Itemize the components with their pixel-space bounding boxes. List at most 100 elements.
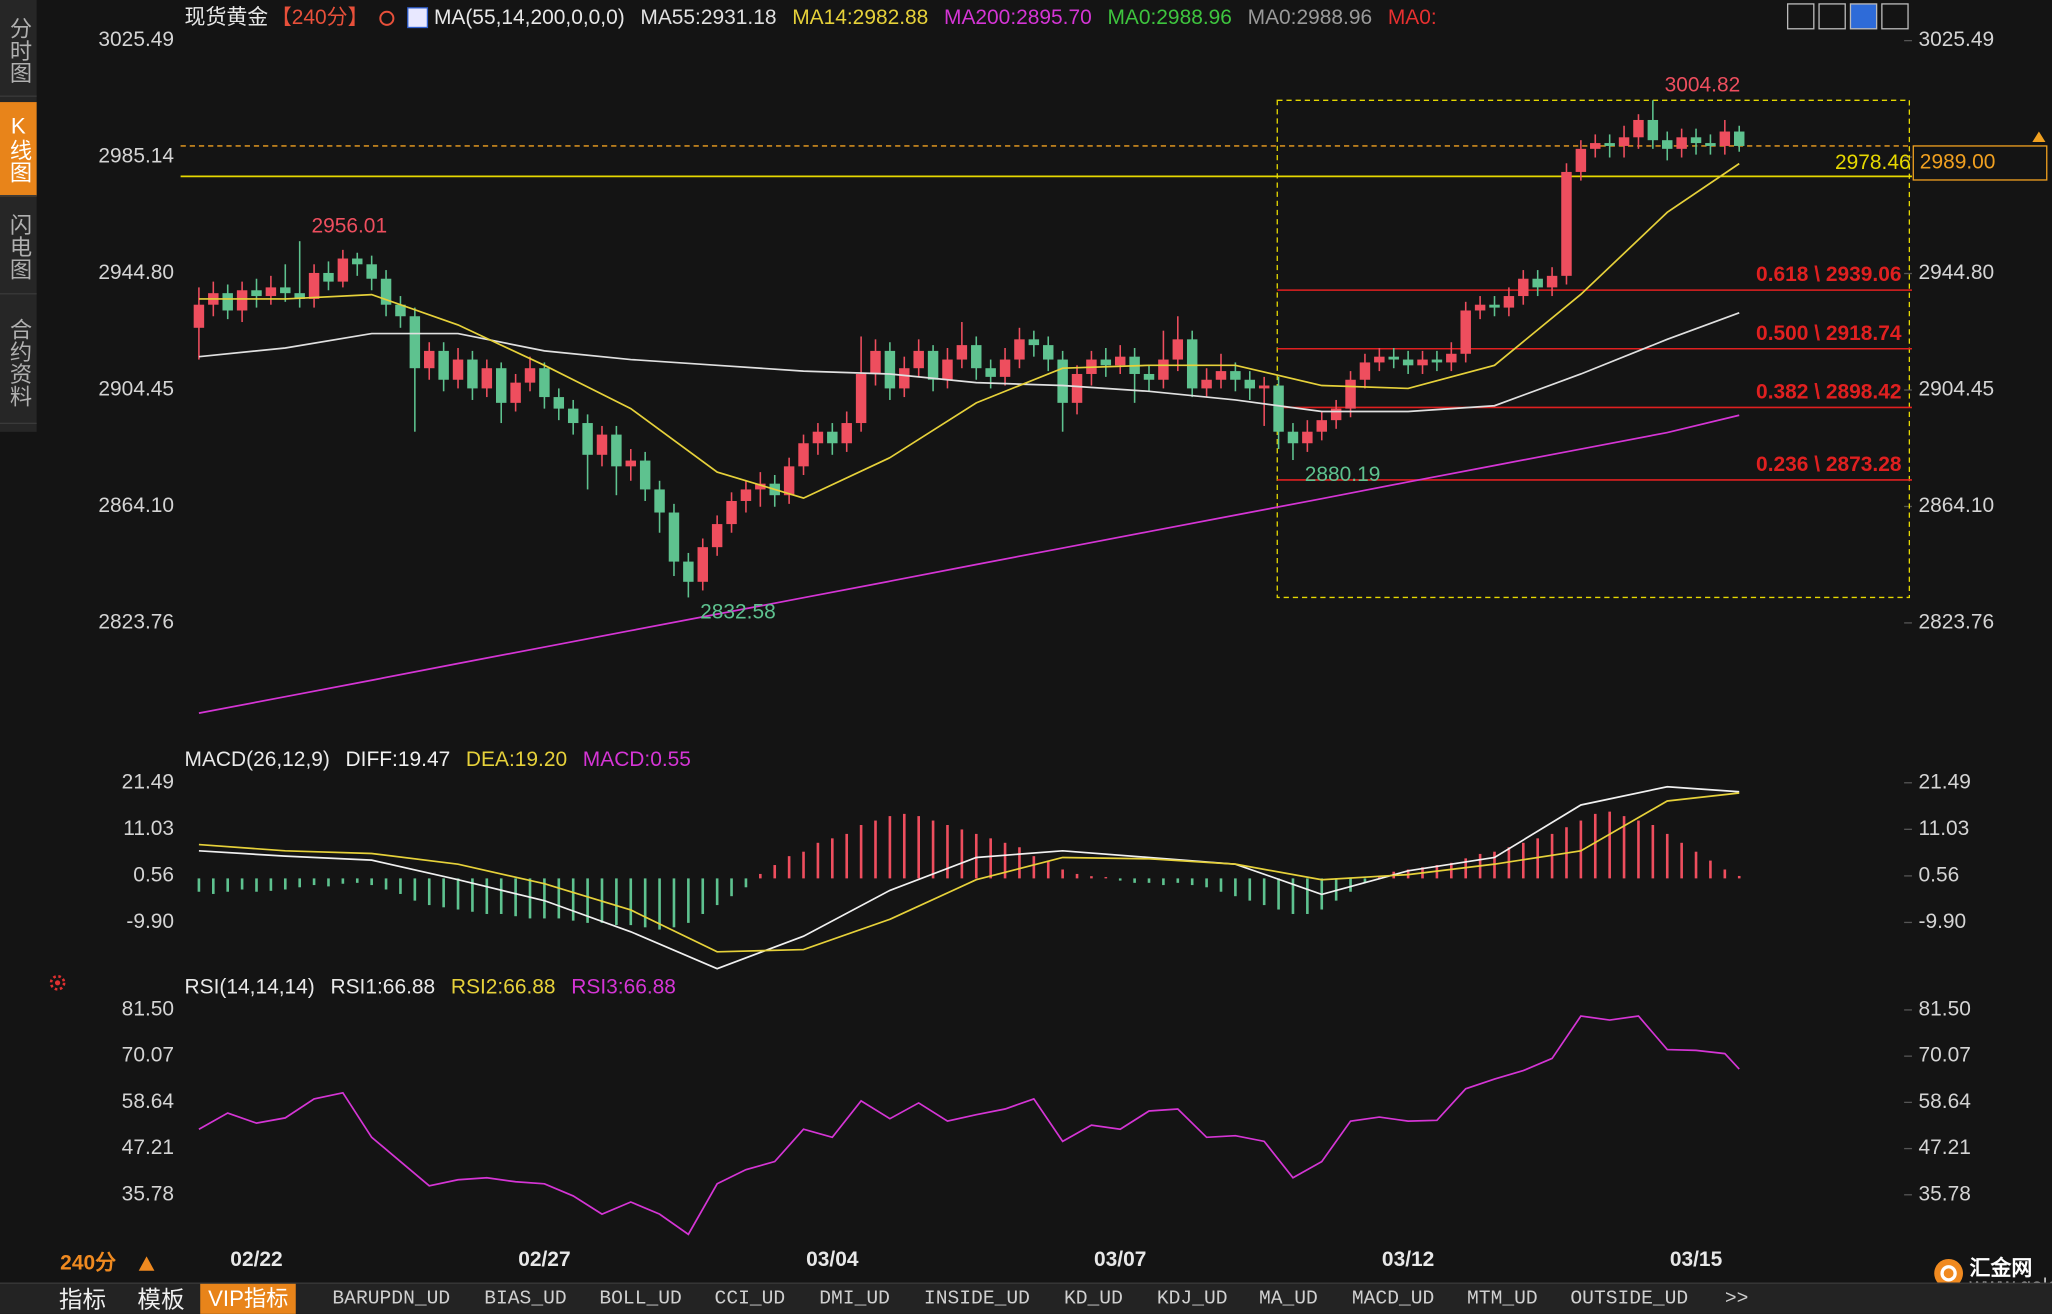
low-label: 2832.58 — [700, 601, 776, 624]
icon[interactable] — [1818, 3, 1846, 30]
candle-body — [1215, 371, 1227, 380]
add-icon — [379, 10, 395, 26]
footer-tab[interactable]: BARUPDN_UD — [332, 1287, 451, 1310]
y-tick-label: 21.49 — [122, 770, 174, 793]
icon[interactable] — [1849, 3, 1878, 30]
toolbar-icons[interactable] — [1786, 3, 1909, 30]
candle-body — [1647, 119, 1659, 141]
support-label: 2978.46 — [1835, 151, 1911, 174]
candle-body — [1273, 385, 1284, 432]
y-tick-label-right: 58.64 — [1919, 1090, 1972, 1113]
y-tick-label: 11.03 — [123, 817, 174, 840]
footer-toolbar: 指标 模板 VIP指标 BARUPDN_UD BIAS_UD BOLL_UD C… — [0, 1282, 2052, 1314]
footer-tab[interactable]: INSIDE_UD — [923, 1287, 1030, 1310]
candle-body — [1676, 137, 1687, 149]
candle-body — [380, 278, 392, 305]
candle-body — [467, 359, 478, 389]
footer-tab[interactable]: MTM_UD — [1467, 1287, 1538, 1310]
y-tick-label-right: 21.49 — [1919, 770, 1971, 793]
indicator-icon[interactable] — [49, 974, 66, 991]
y-tick-label: 35.78 — [122, 1182, 174, 1205]
sidebar-tab[interactable]: 闪电图 — [0, 200, 37, 295]
candle-body — [1402, 359, 1414, 366]
candle-body — [1172, 339, 1184, 360]
indicator-line — [198, 162, 1740, 500]
period-label[interactable]: 240分 — [60, 1252, 116, 1275]
candle-body — [841, 423, 852, 444]
y-tick-label: 2823.76 — [98, 610, 174, 633]
indicator-line — [198, 312, 1740, 413]
footer-tab[interactable]: MACD_UD — [1351, 1287, 1435, 1310]
candle-body — [927, 350, 939, 380]
icon[interactable] — [1881, 3, 1909, 30]
x-tick-label: 02/22 — [230, 1248, 282, 1271]
candle-body — [1201, 379, 1212, 389]
candle-body — [1575, 148, 1587, 172]
footer-tab[interactable]: KD_UD — [1063, 1287, 1123, 1310]
legend-entry: MA55:2931.18 — [640, 6, 776, 29]
candle-body — [1158, 359, 1169, 380]
candle-body — [1431, 359, 1443, 363]
candle-body — [596, 434, 608, 455]
candle-body — [812, 431, 824, 444]
icon[interactable] — [1786, 3, 1815, 30]
candle-body — [783, 466, 795, 496]
candle-body — [999, 359, 1011, 377]
footer-tab[interactable]: CCI_UD — [714, 1287, 786, 1310]
sidebar-tab[interactable]: 合约资料 — [0, 301, 37, 425]
period-arrow[interactable] — [138, 1256, 155, 1271]
y-tick-label-right: 81.50 — [1919, 997, 1971, 1020]
candle-body — [1546, 275, 1558, 288]
legend-entry: RSI2:66.88 — [451, 976, 556, 999]
footer-tab[interactable]: BOLL_UD — [599, 1287, 682, 1310]
y-tick-label-right: 35.78 — [1919, 1182, 1971, 1205]
high-label: 2956.01 — [311, 214, 387, 237]
candle-body — [1186, 339, 1198, 389]
footer-tab[interactable]: >> — [1724, 1287, 1749, 1310]
logo-name: 汇金网 — [1970, 1256, 2033, 1280]
low-label: 2880.19 — [1305, 463, 1381, 486]
candle-body — [251, 290, 262, 297]
footer-tab-active[interactable]: VIP指标 — [200, 1283, 297, 1314]
legend-entry: MA0: — [1388, 6, 1437, 29]
current-price-arrow — [2032, 131, 2046, 143]
candle-body — [395, 304, 406, 317]
legend-entry: RSI1:66.88 — [330, 976, 435, 999]
footer-tab[interactable]: KDJ_UD — [1156, 1287, 1228, 1310]
sidebar-tab[interactable]: 分时图 — [0, 5, 37, 97]
candle-body — [1417, 359, 1428, 366]
candle-body — [1518, 278, 1529, 297]
indicator-line — [198, 1015, 1740, 1236]
sidebar-tab-active[interactable]: K线图 — [0, 102, 37, 197]
candle-body — [1258, 385, 1270, 389]
candle-body — [553, 397, 565, 409]
x-tick-label: 03/12 — [1382, 1248, 1434, 1271]
candle-body — [1028, 339, 1040, 346]
candle-body — [1100, 359, 1112, 366]
candle-body — [683, 561, 694, 582]
footer-tab[interactable]: MA_UD — [1258, 1287, 1318, 1310]
footer-tab[interactable]: OUTSIDE_UD — [1570, 1287, 1689, 1310]
x-tick-label: 03/04 — [806, 1248, 859, 1271]
candle-body — [855, 373, 867, 424]
fib-label: 0.382 \ 2898.42 — [1756, 381, 1901, 404]
footer-tab[interactable]: 指标 — [58, 1286, 107, 1313]
legend-entry: MA14:2982.88 — [792, 6, 928, 29]
y-tick-label: 58.64 — [122, 1090, 175, 1113]
candle-body — [798, 443, 809, 467]
footer-tab[interactable]: 模板 — [137, 1286, 185, 1313]
y-tick-label: 2985.14 — [98, 145, 174, 168]
candle-body — [1633, 119, 1644, 138]
candle-body — [625, 460, 637, 467]
candle-body — [711, 524, 723, 548]
legend-entry: MA200:2895.70 — [944, 6, 1092, 29]
footer-tab[interactable]: BIAS_UD — [484, 1287, 567, 1310]
candle-body — [222, 293, 233, 311]
y-tick-label-right: 2864.10 — [1919, 494, 1995, 517]
y-tick-label-right: 47.21 — [1919, 1136, 1971, 1159]
y-tick-label: 47.21 — [122, 1136, 174, 1159]
candle-body — [1014, 339, 1025, 360]
footer-tab[interactable]: DMI_UD — [819, 1287, 890, 1310]
y-tick-label-right: 70.07 — [1919, 1044, 1971, 1067]
candle-body — [1705, 143, 1716, 146]
